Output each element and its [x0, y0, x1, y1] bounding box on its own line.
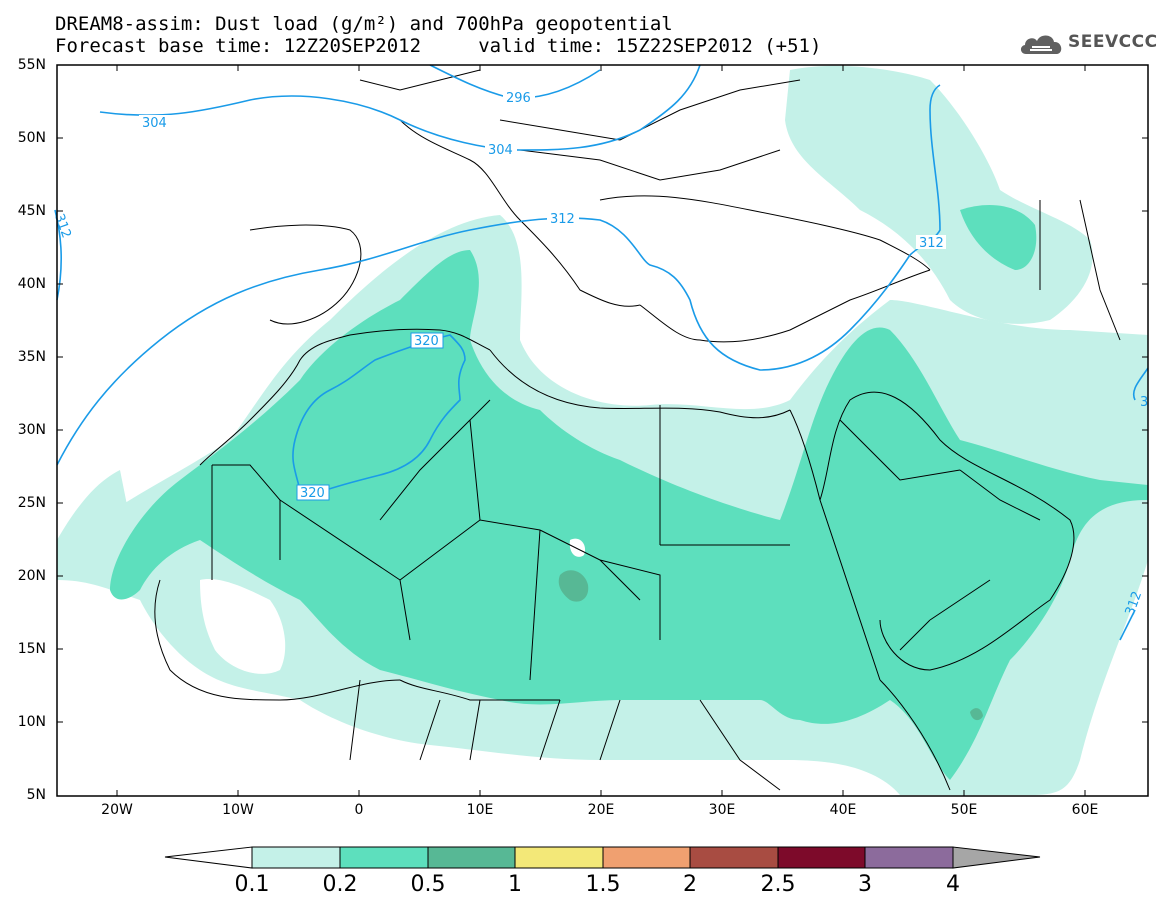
- lat-label: 30N: [17, 422, 46, 438]
- clear-zone: [200, 538, 586, 674]
- lat-label: 25N: [17, 495, 46, 511]
- lon-label: 40E: [829, 802, 857, 818]
- lon-label: 20W: [101, 802, 133, 818]
- colorbar: [164, 846, 1041, 869]
- geopotential-contours: [54, 64, 1149, 641]
- contour-label: 320: [300, 486, 325, 501]
- contour-label: 312: [550, 212, 575, 227]
- lon-label: 30E: [708, 802, 736, 818]
- colorbar-label: 4: [946, 872, 960, 897]
- seevccc-logo: SEEVCCC: [1018, 28, 1158, 60]
- contour-label: 3: [1140, 395, 1148, 410]
- colorbar-label: 0.2: [322, 872, 358, 897]
- lat-label: 55N: [17, 57, 46, 73]
- map-title: DREAM8-assim: Dust load (g/m²) and 700hP…: [55, 13, 673, 35]
- colorbar-label: 1: [508, 872, 522, 897]
- colorbar-swatch: [427, 846, 516, 869]
- lon-label: 20E: [587, 802, 615, 818]
- colorbar-label: 2: [683, 872, 697, 897]
- lon-label: 50E: [950, 802, 978, 818]
- colorbar-label: 3: [858, 872, 872, 897]
- lat-label: 5N: [26, 787, 46, 803]
- colorbar-swatch: [339, 846, 429, 869]
- lat-label: 40N: [17, 276, 46, 292]
- contour-label: 312: [919, 236, 944, 251]
- colorbar-label: 1.5: [585, 872, 621, 897]
- lon-label: 0: [354, 802, 364, 818]
- dust-shading-dark: [558, 570, 983, 721]
- lat-label: 20N: [17, 568, 46, 584]
- country-borders: [154, 69, 1121, 791]
- lat-label: 35N: [17, 349, 46, 365]
- colorbar-under: [164, 846, 253, 869]
- lon-label: 10W: [222, 802, 254, 818]
- contour-label: 304: [488, 143, 513, 158]
- axis-ticks: [57, 64, 1148, 797]
- colorbar-swatch: [777, 846, 866, 869]
- colorbar-swatch: [251, 846, 341, 869]
- lat-label: 10N: [17, 714, 46, 730]
- lat-label: 50N: [17, 130, 46, 146]
- contour-label: 312: [51, 212, 74, 240]
- lon-label: 60E: [1071, 802, 1099, 818]
- colorbar-label: 0.1: [234, 872, 270, 897]
- map-subtitle: Forecast base time: 12Z20SEP2012 valid t…: [55, 35, 822, 57]
- colorbar-over: [952, 846, 1041, 869]
- colorbar-label: 2.5: [760, 872, 796, 897]
- colorbar-swatch: [602, 846, 691, 869]
- colorbar-label: 0.5: [410, 872, 446, 897]
- lon-label: 10E: [466, 802, 494, 818]
- cloud-icon: [1020, 35, 1062, 54]
- colorbar-swatch: [689, 846, 779, 869]
- colorbar-swatch: [514, 846, 604, 869]
- dust-shading-medium: [110, 205, 1148, 780]
- contour-label: 320: [414, 334, 439, 349]
- logo-text: SEEVCCC: [1068, 32, 1158, 52]
- contour-label: 296: [506, 91, 531, 106]
- lat-label: 15N: [17, 641, 46, 657]
- contour-label: 304: [142, 116, 167, 131]
- colorbar-swatch: [864, 846, 954, 869]
- lat-label: 45N: [17, 203, 46, 219]
